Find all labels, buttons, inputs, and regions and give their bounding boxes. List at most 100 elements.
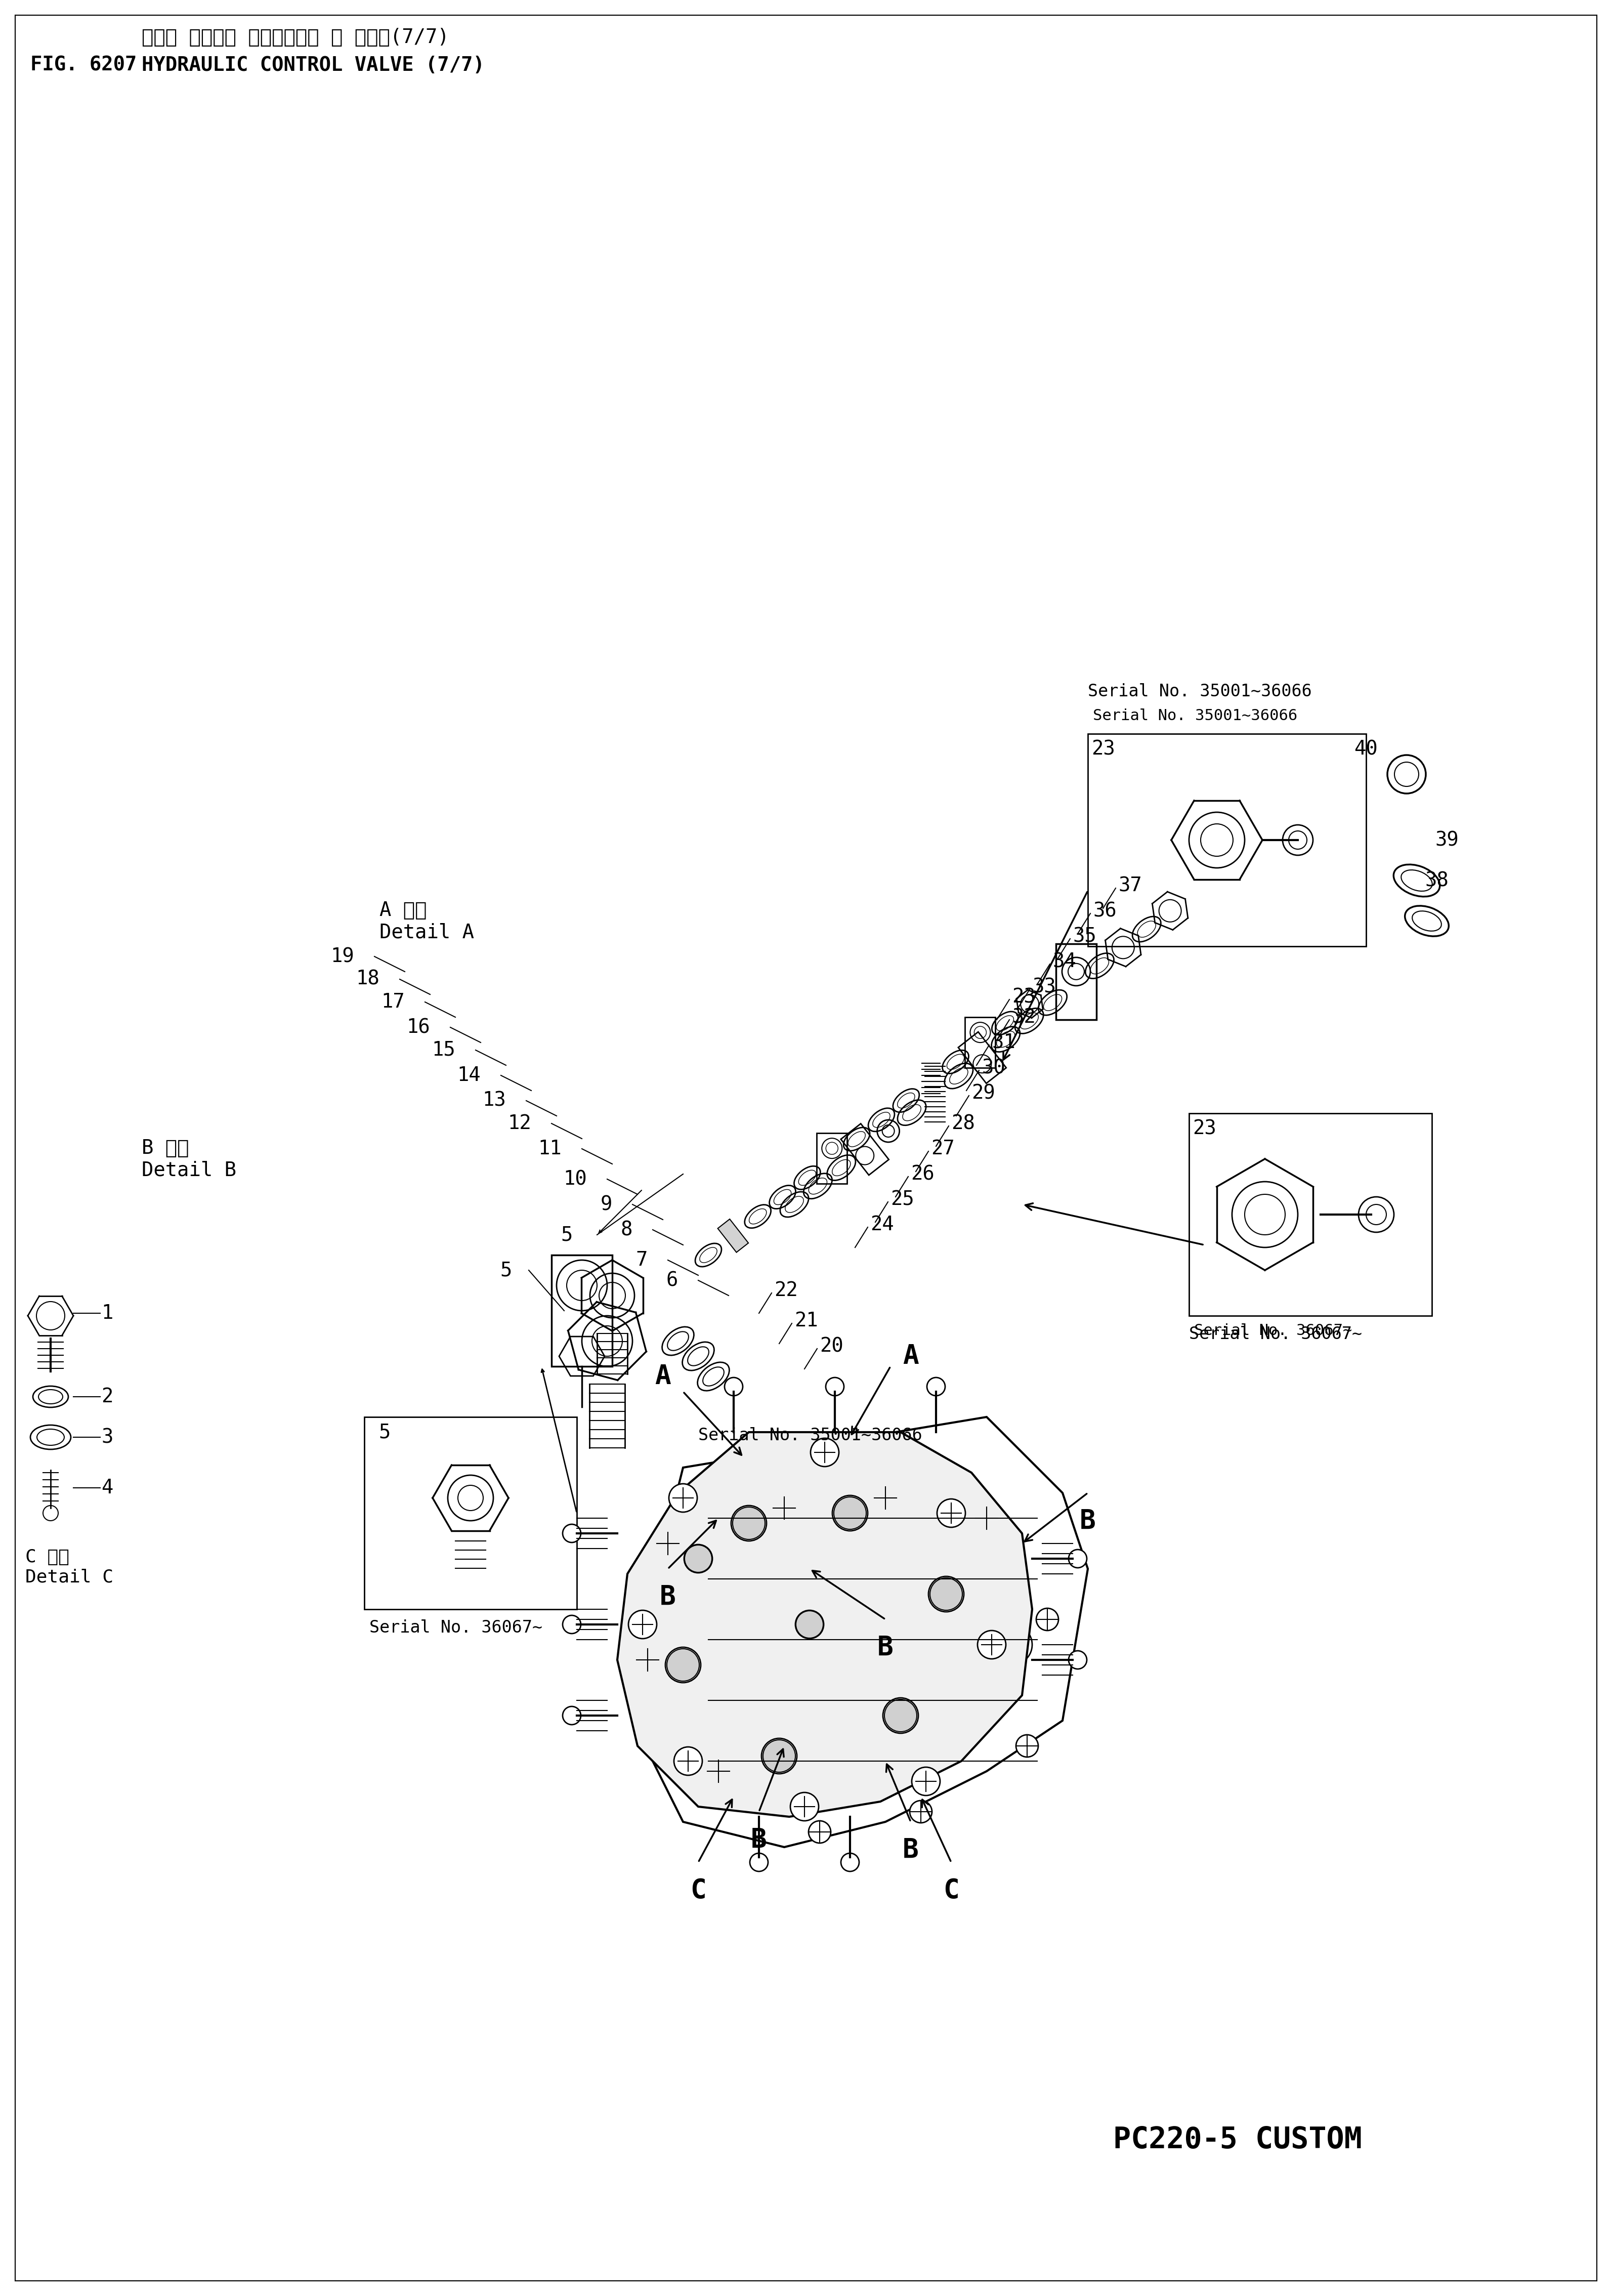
Text: 5: 5 xyxy=(500,1261,513,1279)
Text: C: C xyxy=(690,1878,706,1903)
Text: 20: 20 xyxy=(819,1336,843,1355)
Text: 27: 27 xyxy=(932,1139,954,1159)
Circle shape xyxy=(841,1853,859,1871)
Bar xyxy=(1190,1114,1431,1316)
Text: 7: 7 xyxy=(635,1251,648,1270)
Bar xyxy=(817,1134,848,1185)
Circle shape xyxy=(1016,1736,1038,1756)
Text: 4: 4 xyxy=(102,1479,113,1497)
Text: 12: 12 xyxy=(508,1114,532,1132)
Circle shape xyxy=(732,1506,766,1538)
Bar xyxy=(551,1256,613,1366)
Bar xyxy=(364,1417,577,1609)
Circle shape xyxy=(832,1495,867,1531)
Circle shape xyxy=(750,1853,767,1871)
Circle shape xyxy=(977,1630,1006,1660)
Text: 14: 14 xyxy=(458,1065,480,1086)
Circle shape xyxy=(1069,1651,1086,1669)
Text: 31: 31 xyxy=(991,1033,1016,1052)
Circle shape xyxy=(927,1378,945,1396)
Circle shape xyxy=(637,1649,659,1671)
Text: 8: 8 xyxy=(621,1219,632,1240)
Bar xyxy=(1088,735,1365,946)
Text: C 詳細
Detail C: C 詳細 Detail C xyxy=(26,1548,113,1587)
Text: B: B xyxy=(751,1828,767,1853)
Text: 5: 5 xyxy=(561,1226,572,1244)
Text: 22: 22 xyxy=(774,1281,798,1300)
Text: 32: 32 xyxy=(1012,1008,1035,1026)
Text: 16: 16 xyxy=(406,1017,430,1038)
Text: 1: 1 xyxy=(102,1304,113,1322)
Text: 36: 36 xyxy=(1093,902,1117,921)
Circle shape xyxy=(790,1793,819,1821)
Text: B 詳細
Detail B: B 詳細 Detail B xyxy=(142,1139,237,1180)
Text: 13: 13 xyxy=(482,1091,506,1111)
Circle shape xyxy=(1069,1550,1086,1568)
Circle shape xyxy=(685,1545,713,1573)
Text: Serial No. 36067~: Serial No. 36067~ xyxy=(1194,1322,1352,1339)
Circle shape xyxy=(833,1497,866,1529)
Text: 23: 23 xyxy=(1091,739,1116,758)
Text: A 詳細
Detail A: A 詳細 Detail A xyxy=(379,900,474,941)
Text: 29: 29 xyxy=(972,1084,995,1102)
Text: 26: 26 xyxy=(911,1164,935,1185)
Text: B: B xyxy=(1080,1508,1096,1534)
Circle shape xyxy=(44,1506,58,1520)
Text: 2: 2 xyxy=(102,1387,113,1407)
Circle shape xyxy=(666,1646,701,1683)
Text: 11: 11 xyxy=(538,1139,561,1159)
Text: B: B xyxy=(903,1837,919,1864)
Circle shape xyxy=(761,1738,796,1775)
Circle shape xyxy=(629,1609,656,1639)
Text: 6: 6 xyxy=(666,1270,679,1290)
Text: 35: 35 xyxy=(1072,928,1096,946)
Text: 3: 3 xyxy=(102,1428,113,1446)
Circle shape xyxy=(674,1747,703,1775)
Text: 28: 28 xyxy=(951,1114,975,1132)
Text: B: B xyxy=(659,1584,675,1609)
Text: HYDRAULIC CONTROL VALVE (7/7): HYDRAULIC CONTROL VALVE (7/7) xyxy=(142,55,485,76)
Text: 19: 19 xyxy=(330,946,355,967)
Text: Serial No. 35001~36066: Serial No. 35001~36066 xyxy=(1088,684,1312,700)
Text: A: A xyxy=(654,1364,671,1389)
Circle shape xyxy=(724,1378,743,1396)
Circle shape xyxy=(669,1483,698,1513)
Text: 15: 15 xyxy=(432,1040,455,1061)
Text: FIG. 6207: FIG. 6207 xyxy=(31,55,137,76)
Circle shape xyxy=(811,1437,838,1467)
Text: Serial No. 35001~36066: Serial No. 35001~36066 xyxy=(698,1428,922,1444)
Circle shape xyxy=(795,1609,824,1639)
Circle shape xyxy=(563,1706,580,1724)
Text: 17: 17 xyxy=(380,992,405,1013)
Text: 38: 38 xyxy=(1425,870,1449,891)
Circle shape xyxy=(937,1499,966,1527)
Text: 37: 37 xyxy=(1119,877,1141,895)
Circle shape xyxy=(912,1768,940,1795)
Circle shape xyxy=(1037,1607,1059,1630)
Circle shape xyxy=(825,1378,845,1396)
Text: A: A xyxy=(903,1343,919,1368)
Text: 5: 5 xyxy=(379,1424,390,1442)
Text: PC220-5 CUSTOM: PC220-5 CUSTOM xyxy=(1114,2126,1362,2154)
Text: 40: 40 xyxy=(1354,739,1378,758)
Circle shape xyxy=(563,1525,580,1543)
Circle shape xyxy=(656,1531,679,1554)
Circle shape xyxy=(796,1612,824,1637)
Text: C: C xyxy=(943,1878,959,1903)
Text: 23: 23 xyxy=(1012,987,1035,1006)
Circle shape xyxy=(683,1545,713,1573)
Text: Serial No. 36067~: Serial No. 36067~ xyxy=(369,1619,543,1637)
Circle shape xyxy=(909,1800,932,1823)
Text: 21: 21 xyxy=(795,1311,817,1329)
Text: 9: 9 xyxy=(600,1194,613,1215)
Circle shape xyxy=(708,1761,730,1782)
Circle shape xyxy=(883,1697,919,1733)
Bar xyxy=(966,1017,996,1068)
Circle shape xyxy=(809,1821,830,1844)
Circle shape xyxy=(929,1577,964,1612)
Text: Serial No. 35001~36066: Serial No. 35001~36066 xyxy=(1093,709,1298,723)
Circle shape xyxy=(774,1497,795,1520)
Text: 33: 33 xyxy=(1032,978,1056,996)
Polygon shape xyxy=(717,1219,748,1251)
Circle shape xyxy=(874,1488,896,1508)
